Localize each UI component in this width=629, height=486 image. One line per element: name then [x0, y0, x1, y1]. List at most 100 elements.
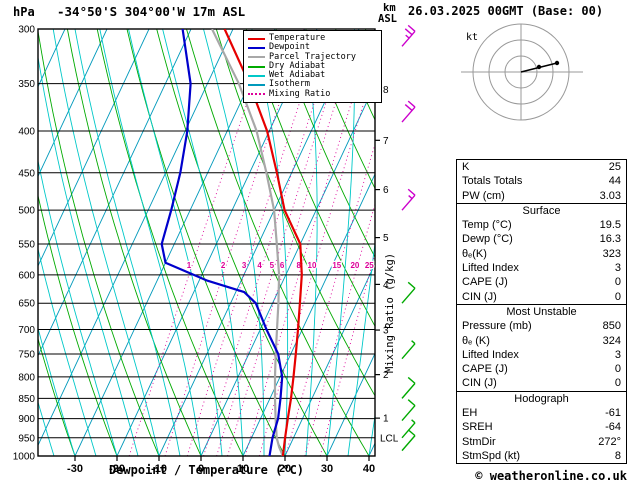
panel-row-label: CIN (J)	[462, 377, 497, 390]
isotherm-line	[38, 29, 192, 357]
mixing-ratio-value: 25	[365, 261, 374, 270]
panel-row: Dewp (°C) 16.3	[457, 232, 626, 246]
pressure-tick-label: 300	[18, 25, 35, 36]
indices-panel: Surface Temp (°C) 19.5 Dewp (°C) 16.3 θₑ(K) 32…	[456, 202, 627, 305]
mixing-ratio-line	[244, 29, 375, 456]
panel-row: EH -61	[457, 406, 626, 420]
legend-label: Temperature	[269, 33, 326, 43]
mixing-ratio-value: 2	[221, 261, 226, 270]
indices-panel: Hodograph EH -61 SREH -64 StmDir 272° StmSpd (k…	[456, 390, 627, 465]
mixing-ratio-value: 1	[187, 261, 192, 270]
temp-tick-label: -30	[67, 463, 83, 475]
temp-tick-label: 30	[321, 463, 333, 475]
wind-barb	[401, 340, 416, 360]
panel-row-label: SREH	[462, 421, 493, 434]
km-tick-label: 8	[383, 85, 389, 96]
mixing-ratio-value: 4	[257, 261, 262, 270]
pressure-tick-label: 400	[18, 127, 35, 138]
panel-row-value: 8	[614, 449, 621, 462]
wind-barbs	[401, 24, 416, 452]
mixing-ratio-value: 20	[350, 261, 359, 270]
panel-row-label: CIN (J)	[462, 290, 497, 303]
panel-row-value: 16.3	[599, 233, 621, 246]
isotherm-line	[74, 29, 276, 456]
panel-header: Surface	[522, 204, 561, 217]
pressure-tick-label: 500	[18, 206, 35, 217]
indices-panels: K 25 Totals Totals 44 PW (cm) 3.03 Surface Temp…	[456, 159, 627, 465]
legend-swatch-isotherm	[248, 84, 265, 87]
temp-tick-label: 0	[198, 463, 204, 475]
pressure-tick-label: 950	[18, 433, 35, 444]
legend-item: Wet Adiabat	[248, 70, 377, 81]
legend-label: Wet Adiabat	[269, 70, 326, 81]
panel-row-label: θₑ (K)	[462, 334, 490, 347]
pressure-tick-label: 550	[18, 239, 35, 250]
plot-frame	[37, 28, 376, 457]
panel-header: Hodograph	[514, 392, 569, 405]
mixing-ratio-value: 3	[242, 261, 247, 270]
pressure-tick-label: 600	[18, 270, 35, 281]
station-title: -34°50'S 304°00'W 17m ASL	[57, 4, 246, 19]
panel-row-label: Lifted Index	[462, 348, 519, 361]
legend-label: Parcel Trajectory	[269, 51, 356, 62]
pressure-tick-label: 750	[18, 349, 35, 360]
legend-swatch-parcel-trajectory	[248, 56, 265, 59]
pressure-axis: 300 350 400 450 500 550 600 650 700 750 800 850 900 9…	[13, 25, 375, 463]
mixing-ratio-labels: 1 2 3 4 5 6 8 10 15 20 25	[186, 260, 376, 272]
km-tick-label: 2	[383, 370, 389, 381]
datetime-title: 26.03.2025 00GMT (Base: 00)	[408, 4, 604, 18]
panel-row: StmDir 272°	[457, 435, 626, 449]
altitude-axis: 1 2 3 4 5 6 7 8 LCL	[375, 85, 399, 444]
mixing-ratio-value: 15	[332, 261, 341, 270]
panel-row-value: 3	[614, 348, 621, 361]
panel-row-label: StmSpd (kt)	[462, 449, 521, 462]
panel-row-value: -64	[605, 421, 621, 434]
panel-row-label: Lifted Index	[462, 262, 519, 275]
temp-tick-label: -10	[151, 463, 167, 475]
km-tick-label: 4	[383, 280, 389, 291]
mixing-ratio-value: 10	[308, 261, 317, 270]
wind-barb	[401, 429, 416, 452]
km-tick-label: 3	[383, 326, 389, 337]
hodograph-point	[554, 60, 560, 66]
panel-row: Totals Totals 44	[457, 174, 626, 188]
panel-row-value: 850	[602, 320, 621, 333]
panel-row-value: 3	[614, 262, 621, 275]
panel-row: PW (cm) 3.03	[457, 189, 626, 203]
wind-barb	[401, 188, 416, 211]
panel-header: Most Unstable	[506, 305, 577, 318]
temp-tick-label: -20	[109, 463, 125, 475]
legend-label: Dewpoint	[269, 42, 310, 53]
wind-barb	[401, 100, 416, 123]
lcl-label: LCL	[380, 433, 399, 444]
legend-item: Dewpoint	[248, 42, 377, 53]
isotherm-line	[38, 29, 234, 447]
isotherm-line	[38, 29, 108, 178]
panel-row: Lifted Index 3	[457, 261, 626, 275]
panel-row-value: 323	[602, 247, 621, 260]
panel-row: StmSpd (kt) 8	[457, 449, 626, 463]
panel-row-value: 25	[608, 161, 621, 173]
wind-barb	[401, 24, 416, 47]
mixing-ratio-value: 5	[270, 261, 275, 270]
panel-row: CIN (J) 0	[457, 290, 626, 304]
panel-row-value: 0	[614, 363, 621, 376]
panel-row: CAPE (J) 0	[457, 362, 626, 376]
isotherm-line	[284, 262, 375, 456]
panel-row-value: -61	[605, 407, 621, 420]
mixing-ratio-value: 6	[280, 261, 285, 270]
pressure-tick-label: 1000	[13, 452, 36, 463]
legend-box: Temperature Dewpoint Parcel Trajectory Dry …	[243, 30, 382, 104]
wind-barb	[401, 399, 416, 422]
panel-row-label: StmDir	[462, 435, 496, 448]
hodograph-point	[536, 64, 542, 70]
legend-swatch-temperature	[248, 37, 265, 40]
legend-swatch-dewpoint	[248, 46, 265, 49]
panel-row-label: Temp (°C)	[462, 219, 512, 232]
panel-row-label: EH	[462, 407, 478, 420]
panel-row-value: 0	[614, 276, 621, 289]
panel-row-label: Pressure (mb)	[462, 320, 532, 333]
panel-row-value: 0	[614, 290, 621, 303]
copyright: © weatheronline.co.uk	[475, 469, 627, 483]
temperature-curve	[223, 29, 303, 456]
